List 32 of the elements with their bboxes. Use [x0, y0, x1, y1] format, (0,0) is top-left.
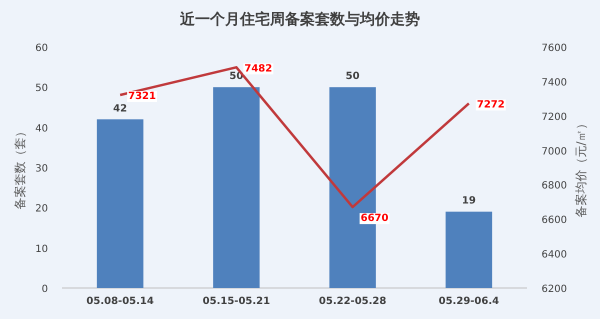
x-tick-label: 05.08-05.14: [86, 296, 154, 307]
y-tick-label: 20: [35, 204, 48, 215]
y2-tick-label: 6800: [542, 180, 567, 192]
y-tick-label: 50: [35, 83, 48, 94]
y2-tick-label: 7400: [542, 77, 567, 88]
y-tick-label: 60: [35, 43, 48, 54]
y-tick-label: 30: [35, 164, 48, 174]
data-label: 7482: [244, 63, 272, 74]
data-label: 19: [462, 196, 476, 207]
y2-tick-label: 7200: [542, 112, 567, 123]
y2-tick-label: 6600: [542, 215, 567, 226]
x-tick-label: 05.22-05.28: [318, 296, 386, 307]
data-label: 6670: [360, 213, 388, 224]
x-tick-label: 05.29-06.4: [438, 296, 500, 307]
data-label: 7272: [476, 99, 505, 110]
y-tick-label: 10: [35, 244, 48, 255]
data-label: 7321: [128, 91, 156, 102]
y2-tick-label: 6400: [542, 250, 567, 261]
y2-axis-title: 备案均价（元/㎡）: [574, 117, 588, 218]
chart-title: 近一个月住宅周备案套数与均价走势: [179, 10, 420, 28]
y2-tick-label: 6200: [542, 284, 567, 295]
bar: [446, 212, 492, 288]
y-tick-label: 0: [42, 284, 48, 295]
data-label: 42: [113, 103, 128, 114]
y-tick-label: 40: [35, 123, 48, 134]
bar: [213, 87, 260, 288]
bar: [96, 119, 144, 288]
y-axis-title: 备案套数（套）: [13, 126, 27, 210]
x-tick-label: 05.15-05.21: [202, 296, 270, 307]
y2-tick-label: 7000: [542, 146, 567, 158]
data-label: 50: [346, 71, 360, 82]
y2-tick-label: 7600: [542, 43, 567, 54]
